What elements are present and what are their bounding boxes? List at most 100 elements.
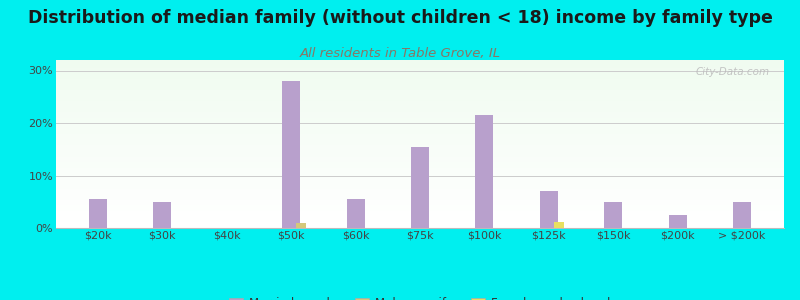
Bar [53,177,787,178]
Bar [53,159,787,160]
Bar [53,212,787,213]
Bar [53,135,787,136]
Bar [53,119,787,120]
Bar [53,223,787,224]
Bar [53,211,787,212]
Bar [89,199,107,228]
Bar [53,67,787,68]
Bar [554,222,564,228]
Bar [53,117,787,118]
Bar [53,115,787,116]
Bar [53,192,787,193]
Bar [53,184,787,185]
Bar [53,116,787,117]
Bar [53,153,787,154]
Bar [53,191,787,192]
Bar [53,194,787,195]
Bar [53,94,787,95]
Bar [53,171,787,172]
Bar [53,80,787,81]
Bar [53,222,787,223]
Bar [53,143,787,144]
Bar [53,178,787,179]
Bar [53,132,787,133]
Bar [53,96,787,97]
Bar [53,166,787,167]
Bar [53,170,787,171]
Bar [53,180,787,181]
Text: City-Data.com: City-Data.com [695,67,770,77]
Bar [53,157,787,158]
Bar [53,185,787,186]
Bar [53,148,787,149]
Bar [53,169,787,170]
Bar [53,137,787,138]
Bar [53,149,787,150]
Bar [53,70,787,71]
Bar [53,174,787,175]
Bar [53,173,787,174]
Bar [53,145,787,146]
Bar [53,68,787,69]
Bar [475,115,494,228]
Bar [53,103,787,104]
Bar [53,165,787,166]
Bar [53,144,787,145]
Bar [53,62,787,63]
Bar [53,63,787,64]
Bar [53,87,787,88]
Bar [53,69,787,70]
Bar [53,101,787,102]
Bar [346,199,365,228]
Bar [53,197,787,198]
Bar [53,187,787,188]
Bar [53,221,787,222]
Bar [53,78,787,79]
Bar [53,122,787,123]
Bar [53,129,787,130]
Bar [53,104,787,105]
Bar [53,131,787,132]
Bar [53,200,787,201]
Bar [53,202,787,203]
Bar [53,85,787,86]
Bar [53,71,787,72]
Bar [53,128,787,129]
Bar [53,130,787,131]
Bar [53,66,787,67]
Bar [53,88,787,89]
Text: Distribution of median family (without children < 18) income by family type: Distribution of median family (without c… [27,9,773,27]
Bar [53,113,787,114]
Bar [53,186,787,187]
Bar [53,76,787,77]
Bar [53,164,787,165]
Bar [53,201,787,202]
Bar [53,224,787,225]
Bar [53,84,787,85]
Bar [53,140,787,141]
Bar [53,139,787,140]
Bar [53,217,787,218]
Bar [53,108,787,109]
Bar [53,154,787,155]
Bar [53,189,787,190]
Bar [53,150,787,151]
Bar [53,82,787,83]
Bar [53,204,787,205]
Bar [733,202,751,228]
Bar [53,118,787,119]
Bar [53,227,787,228]
Bar [53,216,787,217]
Bar [53,100,787,101]
Bar [53,95,787,96]
Bar [53,136,787,137]
Bar [53,123,787,124]
Bar [53,195,787,196]
Bar [53,111,787,112]
Bar [53,89,787,90]
Bar [53,190,787,191]
Bar [53,121,787,122]
Bar [53,79,787,80]
Bar [53,175,787,176]
Bar [53,64,787,65]
